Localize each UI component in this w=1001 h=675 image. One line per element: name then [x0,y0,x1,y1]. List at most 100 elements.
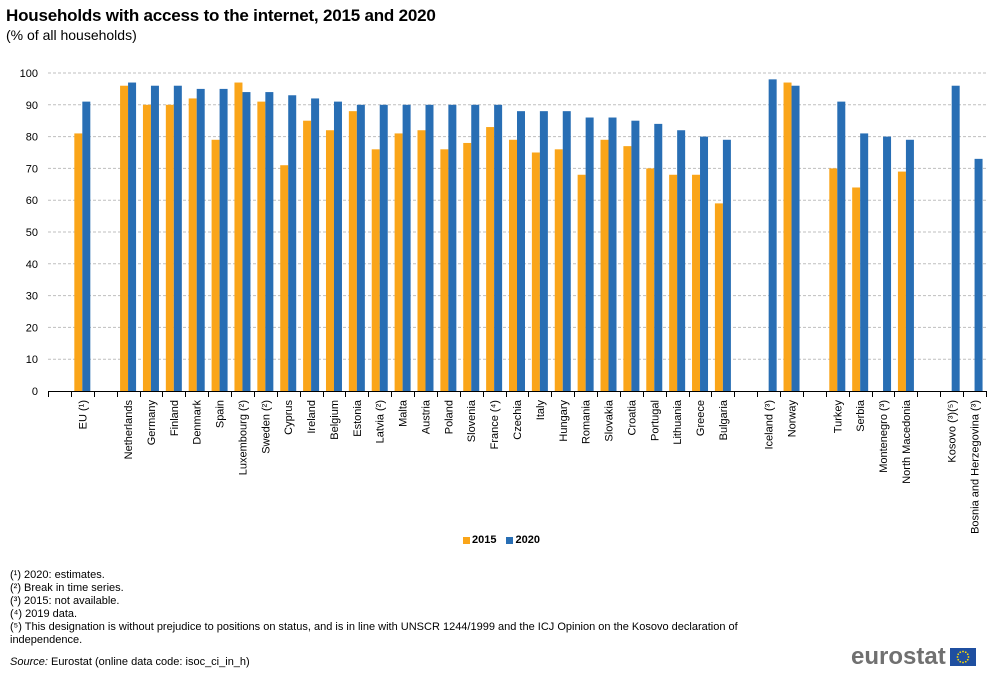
flag-star [961,650,964,653]
x-tick-label: Bosnia and Herzegovina (³) [970,400,982,534]
bar-2020-40 [974,158,983,391]
bar-2020-13 [356,104,365,392]
bar-2020-27 [677,130,686,392]
bar-2020-3 [128,82,137,391]
bar-2020-28 [700,136,709,391]
y-axis-tick-labels: 0 10 20 30 40 50 60 70 80 90 100 [20,68,38,398]
bar-2015-27 [669,174,678,391]
x-tick-label: Denmark [192,400,204,445]
bar-2020-14 [379,104,388,392]
x-tick-label: Italy [535,400,547,421]
x-tick-label: Serbia [855,399,867,432]
x-tick-label: Iceland (³) [764,400,776,450]
x-tick-label: Netherlands [123,400,135,460]
flag-star [966,653,969,656]
legend-swatch-2015 [463,536,470,544]
x-tick-label: Lithuania [672,399,684,445]
bar-2015-6 [188,98,197,391]
bar-2020-21 [539,111,548,391]
bar-2015-18 [463,142,472,391]
bar-2015-3 [120,85,129,391]
flag-background [949,648,976,666]
bar-2020-8 [242,92,251,391]
y-tick-label: 60 [26,195,38,207]
x-tick-label: Norway [787,400,799,438]
bar-2015-10 [280,165,289,391]
bar-2020-11 [311,98,320,391]
bar-2015-14 [371,149,380,391]
flag-star [959,660,961,663]
x-tick-label: North Macedonia [901,399,913,484]
chart-subtitle: (% of all households) [6,27,137,43]
bars [74,79,983,392]
x-tick-label: Spain [215,400,227,428]
bar-2020-17 [448,104,457,392]
bar-2020-32 [791,85,800,391]
source-label: Source: [10,656,48,668]
x-tick-label: Bulgaria [718,399,730,440]
x-tick-label: Czechia [512,399,524,440]
bar-2015-4 [142,104,151,392]
bar-2015-37 [897,171,906,391]
y-tick-label: 40 [26,259,38,271]
bar-2020-1 [82,101,91,392]
bar-2015-13 [348,111,357,391]
bar-2020-26 [654,123,663,391]
bar-2015-34 [829,168,838,391]
bar-2020-19 [494,104,503,392]
x-tick-label: Austria [420,399,432,434]
eu-flag-icon [949,648,976,666]
bar-2020-25 [631,120,640,391]
x-tick-label: Kosovo (³)(⁵) [947,400,959,463]
x-tick-label: Luxembourg (²) [237,400,249,475]
source-note: Source: Eurostat (online data code: isoc… [10,656,250,668]
bar-2015-23 [577,174,586,391]
bar-2015-32 [783,82,792,391]
bar-chart: 0 10 20 30 40 50 60 70 80 90 100 EU (¹) Netherlands… [20,68,987,534]
x-tick-label: Finland [169,400,181,436]
x-tick-label: Hungary [558,400,570,442]
bar-2020-5 [173,85,182,391]
bar-2015-15 [394,133,403,392]
bar-2020-36 [883,136,892,391]
bar-2020-9 [265,92,274,391]
x-tick-label: Belgium [329,400,341,440]
bar-2015-19 [486,127,495,391]
x-tick-label: Germany [146,400,158,446]
bar-2020-7 [219,88,228,392]
footnote-5: (⁵) This designation is without prejudic… [10,621,738,646]
bar-2015-5 [165,104,174,392]
bar-2015-22 [554,149,563,391]
x-tick-label: Ireland [306,400,318,434]
x-tick-label: Slovenia [466,399,478,442]
source-text: Eurostat (online data code: isoc_ci_in_h… [47,656,250,668]
bar-2015-9 [257,101,266,392]
bar-2020-23 [585,117,594,392]
bar-2015-12 [325,130,334,392]
legend: 2015 2020 [463,534,540,546]
bar-2020-4 [150,85,159,391]
x-tick-label: Montenegro (³) [878,400,890,473]
x-tick-label: Cyprus [283,400,295,435]
x-tick-label: Poland [443,400,455,434]
bar-2015-25 [623,146,632,391]
flag-star [957,658,959,661]
bar-2015-21 [531,152,540,391]
legend-item-2015: 2015 [463,534,496,546]
bar-2015-35 [852,187,861,391]
y-tick-label: 100 [20,68,38,80]
chart-title: Households with access to the internet, … [6,6,436,25]
bar-2015-8 [234,82,243,391]
bar-2015-16 [417,130,426,392]
bar-2020-20 [517,111,525,391]
bar-2020-15 [402,104,411,392]
bar-2020-29 [722,139,731,391]
x-axis [48,391,987,397]
footnote-3: (³) 2015: not available. [10,595,120,607]
y-tick-label: 90 [26,100,38,112]
x-tick-label: EU (¹) [77,400,89,429]
bar-2020-6 [196,88,205,392]
bar-2015-29 [714,203,723,391]
legend-label-2015: 2015 [472,534,497,546]
footnote-2: (²) Break in time series. [10,582,124,594]
